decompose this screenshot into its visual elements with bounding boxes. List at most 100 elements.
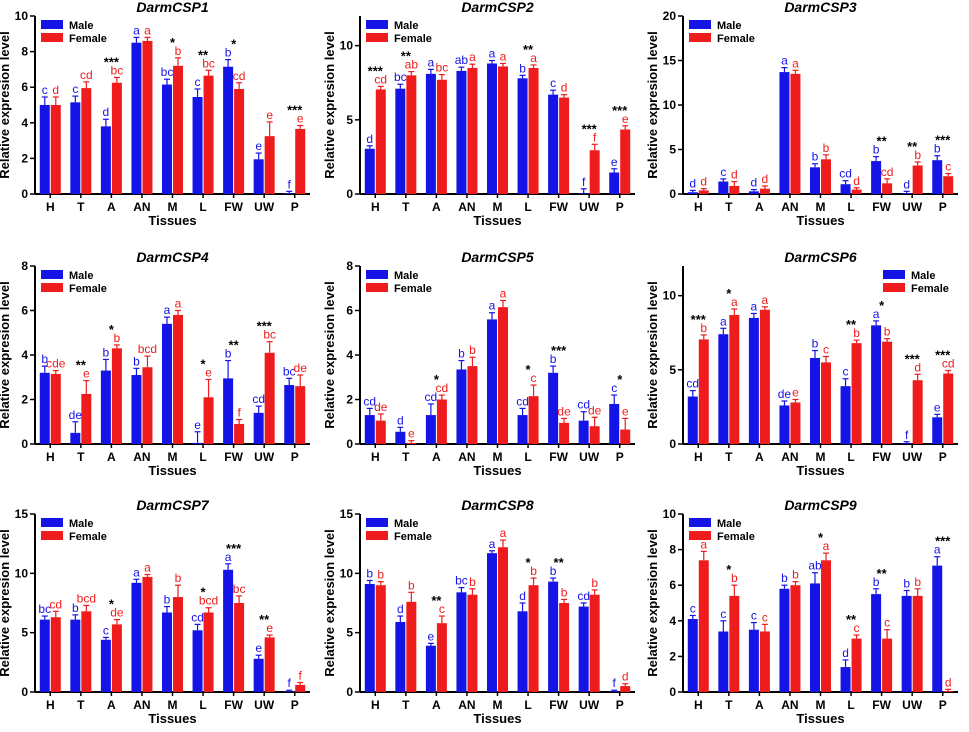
female-bar xyxy=(264,352,275,444)
category-group: ee**UW xyxy=(253,612,275,712)
x-tick-label: UW xyxy=(902,450,923,464)
male-bar xyxy=(425,645,436,692)
male-bar xyxy=(223,569,234,692)
male-significance-letter: cd xyxy=(191,610,204,624)
y-tick-label: 15 xyxy=(15,507,29,521)
male-bar xyxy=(284,385,295,444)
male-significance-letter: a xyxy=(934,543,941,557)
x-tick-label: AN xyxy=(133,200,150,214)
category-group: b f ** FW xyxy=(223,338,245,464)
female-significance-letter: cd xyxy=(80,68,93,82)
chart-title: DarmCSP5 xyxy=(461,249,534,265)
male-significance-letter: b xyxy=(164,593,171,607)
female-bar xyxy=(943,373,954,444)
significance-stars: *** xyxy=(257,319,273,334)
male-bar xyxy=(39,619,50,692)
category-group: bb**FW xyxy=(548,555,570,712)
male-bar xyxy=(901,193,912,194)
y-tick-label: 2 xyxy=(669,649,676,663)
significance-stars: ** xyxy=(198,47,209,62)
male-significance-letter: a xyxy=(428,55,435,69)
category-group: ce * P xyxy=(609,372,631,464)
y-tick-label: 4 xyxy=(346,348,353,362)
female-bar xyxy=(912,165,923,194)
female-bar xyxy=(790,585,801,692)
male-significance-letter: cd xyxy=(577,589,590,603)
y-tick-label: 5 xyxy=(346,113,353,127)
female-bar xyxy=(912,380,923,444)
female-bar xyxy=(375,585,386,692)
y-axis-label: Relative expresion level xyxy=(0,529,12,676)
legend-male-swatch xyxy=(883,270,905,279)
male-significance-letter: de xyxy=(69,408,83,422)
male-significance-letter: bc xyxy=(161,65,174,79)
significance-stars: *** xyxy=(691,312,707,327)
female-significance-letter: b xyxy=(884,325,891,339)
x-tick-label: AN xyxy=(781,698,798,712)
x-tick-label: A xyxy=(755,200,764,214)
female-significance-letter: bcd xyxy=(77,591,96,605)
x-tick-label: L xyxy=(199,450,206,464)
significance-stars: *** xyxy=(551,343,567,358)
male-significance-letter: a xyxy=(133,565,140,579)
x-tick-label: A xyxy=(107,450,116,464)
legend-female-swatch xyxy=(366,33,388,42)
male-bar xyxy=(810,357,820,444)
x-tick-label: H xyxy=(46,200,55,214)
male-significance-letter: c xyxy=(103,623,109,637)
y-tick-label: 0 xyxy=(346,685,353,699)
significance-stars: *** xyxy=(582,121,598,136)
y-tick-label: 10 xyxy=(663,289,677,303)
x-axis-label: Tissues xyxy=(148,711,196,726)
chart-title: DarmCSP9 xyxy=(784,497,857,513)
category-group: a bc A xyxy=(425,55,448,214)
category-group: c b** L xyxy=(840,317,862,464)
x-tick-label: H xyxy=(46,450,55,464)
male-bar xyxy=(871,325,882,444)
category-group: b c ** FW xyxy=(871,566,893,712)
x-tick-label: L xyxy=(524,200,531,214)
female-significance-letter: de xyxy=(588,403,602,417)
male-bar xyxy=(456,592,467,692)
category-group: bc *** P xyxy=(932,133,954,214)
category-group: b b UW xyxy=(901,575,923,712)
female-significance-letter: b xyxy=(792,568,799,582)
category-group: aa M xyxy=(487,526,508,712)
legend-female-swatch xyxy=(41,33,63,42)
category-group: bcd ** FW xyxy=(871,134,893,214)
male-bar xyxy=(131,42,142,195)
male-significance-letter: b xyxy=(934,142,941,156)
male-bar xyxy=(162,323,172,444)
male-bar xyxy=(39,105,50,194)
female-significance-letter: f xyxy=(237,406,241,420)
category-group: ca***H xyxy=(687,528,709,712)
male-bar xyxy=(779,405,790,444)
female-significance-letter: d xyxy=(731,168,738,182)
y-tick-label: 0 xyxy=(21,187,28,201)
significance-stars: * xyxy=(617,372,623,387)
female-bar xyxy=(406,442,417,444)
male-bar xyxy=(687,396,698,444)
female-bar xyxy=(559,422,570,444)
female-significance-letter: bc xyxy=(233,582,246,596)
male-bar xyxy=(364,584,375,692)
female-bar xyxy=(759,631,770,692)
legend-female-label: Female xyxy=(394,33,432,45)
female-significance-letter: c xyxy=(531,371,537,385)
male-significance-letter: b xyxy=(812,337,819,351)
category-group: aba* M xyxy=(808,530,831,712)
male-bar xyxy=(609,691,620,692)
significance-stars: ** xyxy=(846,612,857,627)
female-significance-letter: b xyxy=(914,575,921,589)
female-bar xyxy=(759,188,770,194)
significance-stars: *** xyxy=(104,54,120,69)
male-bar xyxy=(901,443,912,444)
legend-female-swatch xyxy=(366,531,388,540)
female-bar xyxy=(498,547,508,692)
female-significance-letter: a xyxy=(469,50,476,64)
category-group: c d H xyxy=(39,83,61,214)
